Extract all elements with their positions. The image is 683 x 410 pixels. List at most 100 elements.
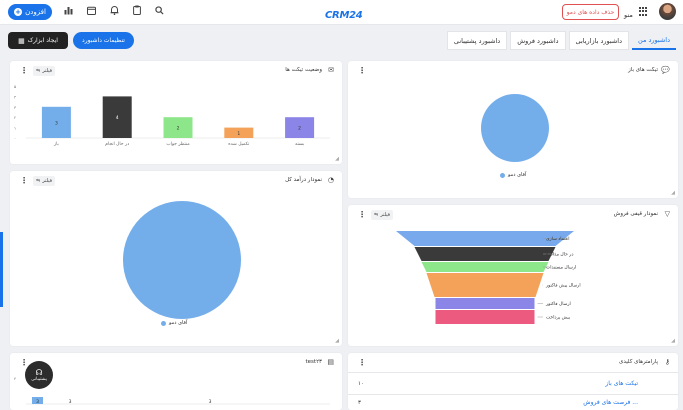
kpi-label[interactable]: فرصت های فروش ...	[583, 399, 638, 406]
key-icon: ⚷	[664, 358, 670, 366]
card-menu-icon[interactable]: ⋮	[20, 66, 28, 75]
bar-value-label: 1	[237, 131, 240, 137]
filter-label: فیلتر	[42, 178, 53, 184]
y-tick-label: ۴	[14, 376, 16, 381]
filter-icon: ⇋	[36, 178, 41, 184]
y-tick-label: ۵	[14, 84, 16, 89]
resize-handle[interactable]: ◢	[335, 156, 339, 162]
support-button[interactable]: ☊ پشتیبانی	[25, 361, 53, 389]
scroll-indicator[interactable]	[0, 232, 3, 307]
revenue-pie	[123, 201, 241, 319]
dashboard-settings-button[interactable]: تنظیمات داشبورد	[73, 32, 134, 49]
bar-value-label: 3	[36, 399, 39, 405]
y-tick-label: ۲	[14, 115, 16, 120]
funnel-stage	[421, 262, 549, 272]
filter-label: فیلتر	[42, 68, 53, 74]
funnel-stage-label: اعتماد سازی	[546, 237, 570, 242]
card-title: نمودار درآمد کل	[285, 177, 322, 183]
card-title: پارامترهای کلیدی	[619, 359, 658, 365]
card-menu-icon[interactable]: ⋮	[20, 176, 28, 185]
x-tick-label: منتظر جواب	[166, 142, 190, 147]
kpi-card: ⋮ پارامترهای کلیدی ⚷ تیکت های باز ۱۰ فرص…	[348, 353, 678, 410]
top-bar: + افزودن CRM24 حذف داده های دمو منو	[0, 0, 683, 25]
funnel-stage	[396, 231, 574, 246]
support-label: پشتیبانی	[31, 377, 47, 382]
sales-funnel-chart: اعتماد سازی در حال مذاکره ارسال مستندات ارس…	[396, 231, 581, 324]
plus-icon: +	[14, 8, 23, 16]
tab-sales-dashboard[interactable]: داشبورد فروش	[510, 31, 566, 50]
revenue-card: ⋮ ⇋ فیلتر نمودار درآمد کل ◔ آقای دمو ◢	[10, 171, 342, 346]
ticket-status-card: ⋮ ⇋ فیلتر وضعیت تیکت ها ✉ ۰ ۱ ۲ ۳ ۴ ۵ 2 بسته 1 تکم…	[10, 61, 342, 164]
app-logo: CRM24	[325, 9, 363, 21]
funnel-stage	[435, 298, 535, 309]
card-title: تیکت های باز	[628, 67, 658, 73]
x-tick-label: بسته	[295, 142, 304, 147]
legend-swatch	[161, 320, 166, 326]
card-title: نمودار قیفی فروش	[613, 211, 658, 217]
test-card: ⋮ test۲۳ ▤ ۴ 3 3 3	[10, 353, 342, 410]
pie-slice	[123, 201, 241, 319]
create-widget-button[interactable]: ▦ ایجاد ابزارک	[8, 32, 68, 49]
bar-value-label: 3	[209, 399, 212, 405]
card-menu-icon[interactable]: ⋮	[358, 210, 366, 219]
bar-value-label: 2	[298, 126, 301, 132]
resize-handle[interactable]: ◢	[335, 338, 339, 344]
kpi-value: ۳	[358, 400, 361, 406]
y-tick-label: ۱	[14, 126, 16, 131]
filter-button[interactable]: ⇋ فیلتر	[33, 176, 56, 186]
filter-label: فیلتر	[380, 212, 391, 218]
tab-my-dashboard[interactable]: داشبورد من	[632, 31, 676, 50]
funnel-stage-label: پیش پرداخت	[546, 316, 571, 321]
clipboard-icon[interactable]	[130, 3, 144, 17]
widget-icon: ▦	[18, 36, 25, 45]
legend-swatch	[500, 172, 505, 178]
x-tick-label: در حال انجام	[105, 142, 129, 147]
menu-label[interactable]: منو	[624, 11, 633, 19]
divider	[348, 372, 678, 373]
bar	[224, 127, 254, 138]
bar	[285, 117, 315, 138]
pie-chart-icon: ◔	[327, 176, 334, 184]
tab-support-dashboard[interactable]: داشبورد پشتیبانی	[446, 31, 508, 50]
filter-button[interactable]: ⇋ فیلتر	[371, 210, 394, 220]
y-tick-label: ۰	[14, 136, 16, 141]
resize-handle[interactable]: ◢	[671, 190, 675, 196]
chart-icon[interactable]	[61, 3, 75, 17]
bar	[32, 397, 43, 404]
tab-marketing-dashboard[interactable]: داشبورد بازاریابی	[568, 31, 629, 50]
bar-value-label: 3	[55, 120, 58, 126]
headset-icon: ☊	[35, 368, 43, 377]
filter-icon: ⇋	[36, 68, 41, 74]
bar-value-label: 2	[177, 126, 180, 132]
search-icon[interactable]	[152, 3, 166, 17]
kpi-value: ۱۰	[358, 381, 364, 387]
dashboard-tabs: داشبورد من داشبورد بازاریابی داشبورد فرو…	[444, 31, 676, 50]
add-button[interactable]: + افزودن	[8, 4, 52, 20]
bar	[41, 106, 71, 138]
y-tick-label: ۴	[14, 94, 16, 99]
filter-icon: ⇋	[374, 212, 379, 218]
resize-handle[interactable]: ◢	[671, 338, 675, 344]
bar	[102, 96, 132, 138]
card-title: test۲۳	[305, 359, 322, 365]
open-tickets-card: ⋮ تیکت های باز 💬 آقای دمو ◢	[348, 61, 678, 198]
funnel-stage	[435, 310, 535, 324]
avatar[interactable]	[659, 3, 676, 20]
filter-button[interactable]: ⇋ فیلتر	[33, 66, 56, 76]
legend-label: آقای دمو	[169, 320, 188, 326]
chat-icon: 💬	[661, 66, 670, 74]
funnel-stage	[426, 273, 544, 297]
card-menu-icon[interactable]: ⋮	[20, 358, 28, 367]
bell-icon[interactable]	[107, 3, 121, 17]
x-tick-label: تکمیل شده	[228, 141, 250, 147]
funnel-stage-label: ارسال فاکتور	[545, 301, 571, 307]
card-menu-icon[interactable]: ⋮	[358, 66, 366, 75]
kpi-label[interactable]: تیکت های باز	[605, 380, 638, 387]
card-menu-icon[interactable]: ⋮	[358, 358, 366, 367]
delete-demo-data-button[interactable]: حذف داده های دمو	[562, 4, 619, 20]
open-tickets-pie	[481, 94, 549, 162]
calendar-icon[interactable]	[84, 3, 98, 17]
sales-funnel-card: ⋮ ⇋ فیلتر نمودار قیفی فروش ▽ اعتماد سازی د…	[348, 205, 678, 346]
apps-grid-icon[interactable]	[638, 7, 647, 16]
create-widget-label: ایجاد ابزارک	[27, 37, 58, 44]
